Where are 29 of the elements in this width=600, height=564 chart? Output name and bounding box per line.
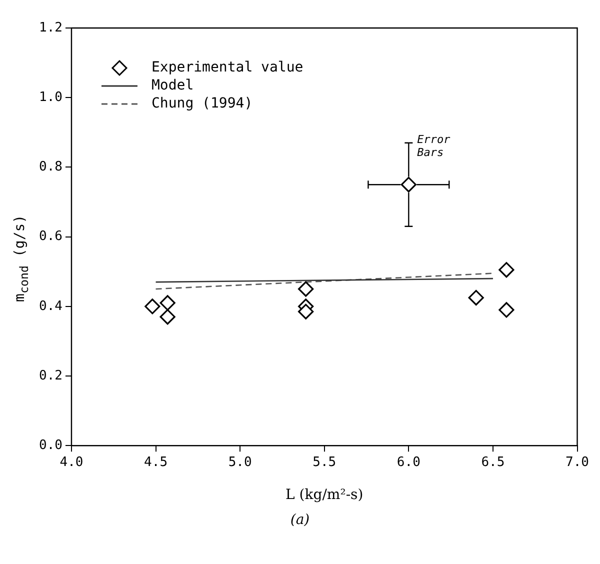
- point: [498, 262, 514, 278]
- point: [498, 302, 514, 318]
- y-tick-label: 0.0: [38, 438, 62, 453]
- point: [400, 176, 416, 192]
- annotation: Error Bars: [417, 132, 451, 159]
- y-tick-label: 0.2: [38, 368, 62, 384]
- y-tick-label: 0.8: [38, 160, 62, 175]
- x-tick-label: 5.0: [228, 454, 252, 470]
- y-tick-label: 0.6: [38, 229, 62, 244]
- text: (a): [289, 512, 311, 528]
- legend-label: Experimental value: [151, 60, 304, 76]
- y-tick-label: 0.4: [38, 298, 63, 314]
- point: [160, 295, 176, 311]
- point: [144, 298, 160, 314]
- legend-label: Chung (1994): [151, 96, 253, 112]
- x-tick-label: 6.5: [481, 454, 505, 470]
- point: [468, 290, 484, 306]
- point: [298, 281, 314, 297]
- y-tick-label: 1.2: [38, 20, 62, 36]
- y-tick-label: 1.0: [38, 90, 62, 105]
- x-tick-label: 7.0: [566, 454, 589, 470]
- x-tick-label: 5.5: [312, 454, 336, 470]
- point: [298, 304, 314, 320]
- legend-label: Model: [151, 78, 194, 94]
- point: [160, 309, 176, 325]
- x-tick-label: 4.0: [60, 454, 84, 470]
- x-tick-label: 6.0: [396, 454, 420, 470]
- x-axis-title: L (kg/m²-s): [286, 487, 364, 504]
- x-tick-label: 4.5: [144, 454, 168, 470]
